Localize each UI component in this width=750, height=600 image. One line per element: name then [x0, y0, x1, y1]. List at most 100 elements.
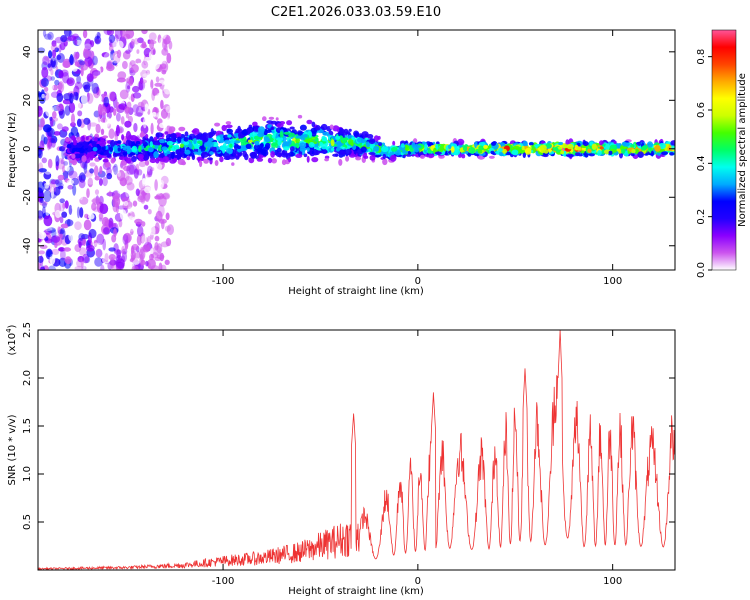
band-cell — [478, 145, 484, 151]
band-cell — [87, 145, 92, 152]
band-cell — [580, 150, 586, 154]
band-cell — [669, 152, 675, 156]
noise-blob — [115, 124, 120, 137]
band-cell — [184, 149, 191, 155]
band-cell — [338, 158, 343, 166]
noise-blob — [125, 130, 132, 141]
noise-blob — [156, 92, 164, 100]
band-cell — [71, 153, 76, 159]
band-cell — [155, 132, 163, 138]
band-cell — [102, 135, 109, 139]
noise-blob — [38, 262, 41, 269]
snr-x-ticks: -100 0 100 — [212, 330, 622, 587]
band-cell — [356, 137, 364, 143]
band-cell — [647, 141, 653, 148]
band-cell — [135, 141, 141, 145]
colorbar-gradient — [711, 29, 737, 271]
band-cell — [236, 145, 242, 150]
noise-blob — [56, 182, 64, 189]
band-cell — [225, 124, 233, 129]
noise-blob — [43, 215, 53, 227]
band-cell — [193, 137, 197, 145]
band-cell — [92, 143, 96, 147]
noise-blob — [76, 259, 84, 268]
noise-blob — [67, 218, 71, 227]
band-cell — [264, 129, 272, 133]
band-cell — [235, 155, 240, 160]
noise-blob — [112, 195, 121, 208]
snr-xtick-label: 0 — [415, 576, 421, 587]
snr-ytick-label: 2.5 — [22, 322, 33, 338]
band-cell — [80, 135, 85, 142]
noise-blob — [38, 231, 47, 240]
noise-blob — [72, 91, 79, 101]
band-cell — [221, 124, 227, 132]
noise-blob — [98, 95, 103, 102]
band-cell — [204, 142, 208, 148]
band-cell — [341, 137, 347, 144]
noise-blob — [128, 164, 137, 175]
noise-blob — [106, 172, 113, 180]
noise-blob — [64, 165, 70, 172]
band-cell — [490, 150, 495, 155]
noise-blob — [157, 204, 165, 217]
band-cell — [468, 147, 476, 154]
noise-blob — [129, 41, 135, 49]
band-cell — [241, 129, 248, 135]
noise-blob — [148, 101, 155, 107]
band-cell — [162, 156, 170, 163]
band-cell — [125, 157, 132, 164]
noise-blob — [94, 175, 100, 181]
band-cell — [558, 141, 564, 146]
band-cell — [214, 160, 219, 166]
noise-blob — [117, 71, 127, 80]
noise-blob — [47, 63, 52, 68]
band-cell — [599, 140, 604, 146]
noise-blob — [82, 30, 88, 39]
band-cell — [353, 132, 360, 138]
noise-blob — [154, 179, 158, 191]
noise-blob — [76, 118, 82, 128]
noise-blob — [108, 247, 116, 252]
noise-blob — [134, 218, 143, 225]
noise-blob — [134, 208, 142, 218]
band-cell — [351, 136, 356, 140]
band-cell — [214, 122, 221, 127]
noise-blob — [56, 103, 65, 112]
noise-blob — [141, 235, 149, 246]
noise-blob — [113, 166, 120, 174]
band-cell — [525, 147, 532, 155]
band-cell — [267, 157, 273, 164]
band-cell — [295, 135, 302, 139]
noise-blob — [71, 113, 75, 125]
band-cell — [392, 140, 396, 146]
noise-blob — [54, 179, 63, 186]
band-cell — [81, 155, 87, 163]
noise-blob — [41, 93, 45, 99]
band-cell — [76, 136, 82, 141]
noise-blob — [125, 49, 131, 54]
noise-blob — [141, 178, 146, 187]
noise-blob — [63, 93, 73, 101]
noise-blob — [154, 195, 161, 200]
noise-blob — [125, 30, 135, 39]
band-cell — [381, 146, 389, 153]
noise-blob — [43, 86, 49, 92]
noise-blob — [160, 228, 166, 236]
noise-blob — [135, 58, 142, 64]
spectrogram-marks — [38, 30, 675, 270]
noise-blob — [47, 158, 53, 169]
band-cell — [253, 143, 260, 151]
noise-blob — [140, 259, 146, 266]
noise-blob — [62, 165, 66, 173]
band-cell — [483, 144, 488, 149]
noise-blob — [51, 229, 57, 237]
noise-blob — [67, 179, 75, 185]
band-cell — [321, 135, 326, 142]
noise-blob — [80, 93, 88, 105]
band-cell — [645, 145, 649, 149]
noise-blob — [159, 252, 165, 262]
noise-blob — [137, 37, 144, 44]
band-cell — [621, 148, 626, 154]
band-cell — [143, 154, 150, 161]
